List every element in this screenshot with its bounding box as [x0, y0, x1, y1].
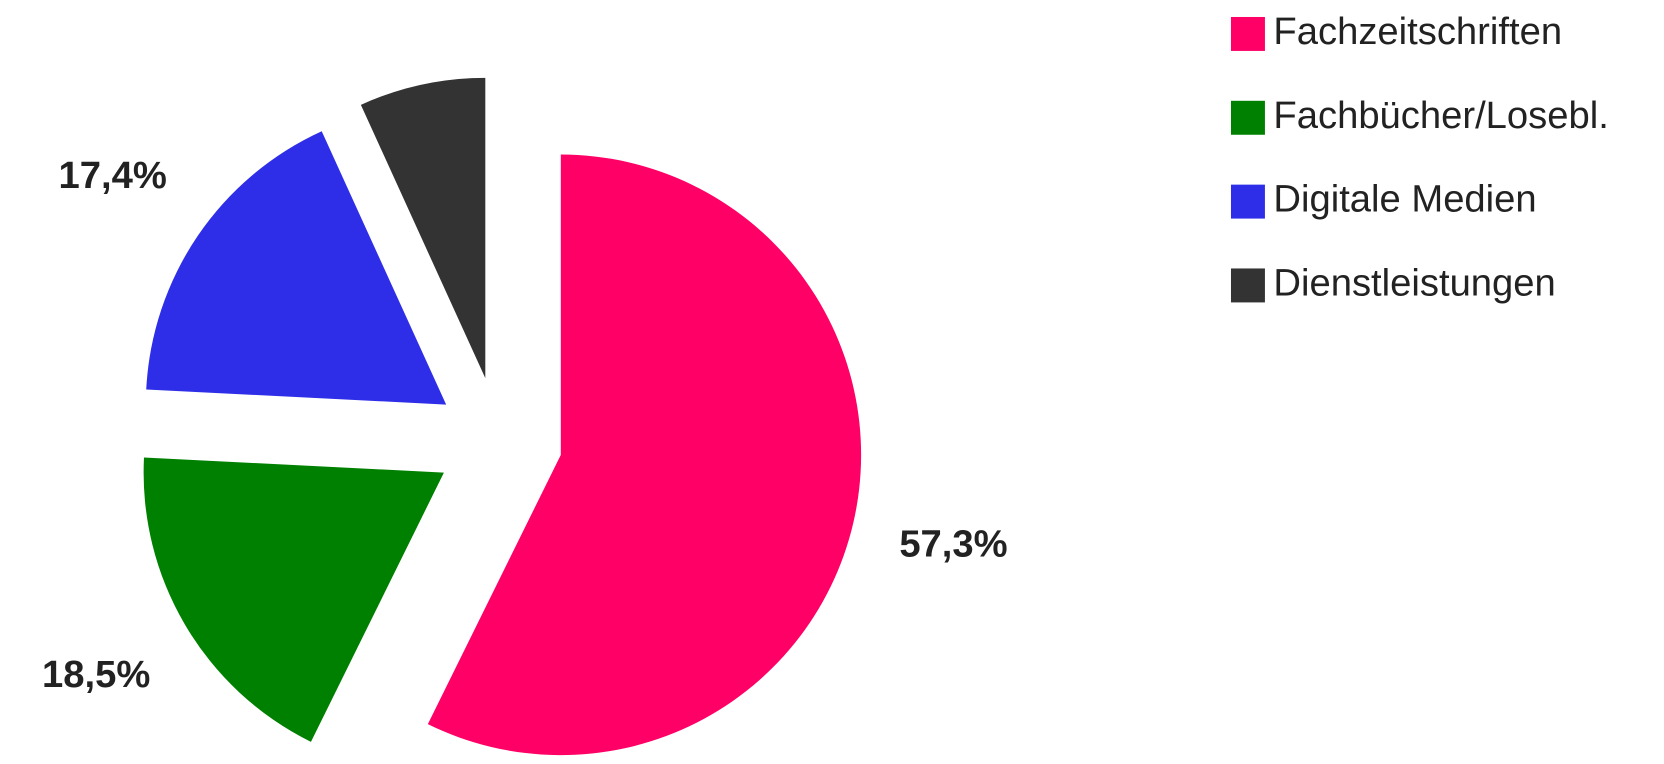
pie-slice [360, 77, 486, 379]
pie-slice [427, 154, 862, 756]
pie-slice [146, 131, 447, 405]
legend-swatch [1230, 100, 1265, 135]
value-label: 57,3% [899, 523, 1007, 566]
value-label: 17,4% [59, 154, 167, 197]
legend-swatch [1230, 16, 1265, 51]
legend-label: Fachzeitschriften [1273, 10, 1562, 53]
legend-label: Digitale Medien [1273, 178, 1536, 221]
legend-label: Fachbücher/Losebl. [1273, 94, 1608, 137]
value-label: 18,5% [42, 653, 150, 696]
legend-swatch [1230, 268, 1265, 303]
legend-label: Dienstleistungen [1273, 262, 1555, 305]
pie-slice [143, 457, 444, 742]
value-label: 6,8% [356, 0, 443, 3]
legend-swatch [1230, 184, 1265, 219]
